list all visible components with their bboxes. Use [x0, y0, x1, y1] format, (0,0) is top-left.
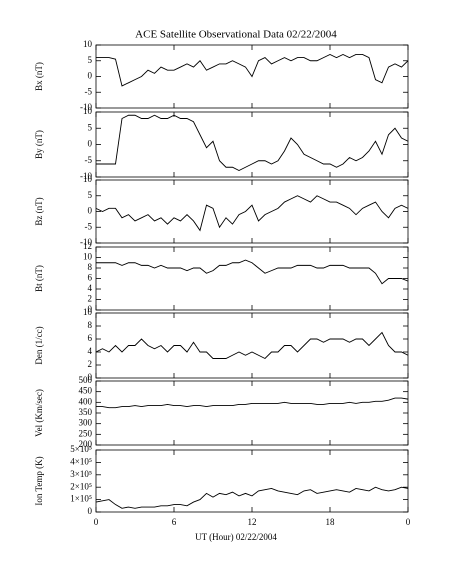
y-tick-label: -5 — [85, 86, 93, 96]
panel-frame — [95, 449, 409, 513]
y-tick-label: 200 — [79, 439, 93, 449]
y-axis-label: Den (1/cc) — [34, 326, 44, 364]
y-tick-label: 5 — [88, 190, 93, 200]
y-axis-label: Vel (Km/sec) — [34, 389, 44, 437]
x-axis-label: UT (Hour) 02/22/2004 — [195, 532, 277, 542]
y-tick-label: 2 — [88, 294, 93, 304]
y-tick-label: 8 — [88, 262, 93, 272]
y-tick-label: 0 — [88, 372, 93, 382]
x-tick-label: 0 — [94, 517, 99, 527]
y-tick-label: 300 — [79, 418, 93, 428]
data-line — [96, 397, 409, 409]
y-tick-label: 0 — [88, 506, 93, 516]
y-tick-label: 5×10⁵ — [70, 444, 92, 454]
y-tick-label: 4 — [88, 346, 93, 356]
y-tick-label: 4 — [88, 283, 93, 293]
y-tick-label: 350 — [79, 407, 93, 417]
chart-title: ACE Satellite Observational Data 02/22/2… — [135, 29, 337, 41]
y-tick-label: 1×10⁵ — [70, 494, 92, 504]
y-tick-label: -10 — [80, 237, 92, 247]
y-axis-label: Bz (nT) — [34, 197, 44, 225]
y-tick-label: 6 — [88, 333, 93, 343]
data-line — [95, 486, 409, 509]
data-line — [95, 195, 409, 232]
x-tick-label: 0 — [406, 517, 411, 527]
panel-frame — [95, 380, 409, 446]
y-tick-label: 500 — [79, 375, 93, 385]
y-tick-label: 6 — [88, 273, 93, 283]
y-tick-label: 12 — [83, 241, 92, 251]
y-tick-label: 3×10⁵ — [70, 469, 92, 479]
y-tick-label: 10 — [83, 174, 93, 184]
y-tick-label: 0 — [88, 304, 93, 314]
y-tick-label: 4×10⁵ — [70, 456, 92, 466]
data-line — [96, 114, 409, 172]
panel-frame — [95, 111, 409, 178]
y-axis-label: By (nT) — [34, 130, 44, 159]
data-line — [96, 259, 409, 285]
y-tick-label: 5 — [88, 55, 93, 65]
y-tick-label: -5 — [85, 221, 93, 231]
y-tick-label: 250 — [79, 428, 93, 438]
y-tick-label: 10 — [83, 252, 93, 262]
y-tick-label: 400 — [79, 396, 93, 406]
y-tick-label: 0 — [88, 139, 93, 149]
y-tick-label: -10 — [80, 171, 92, 181]
y-tick-label: 10 — [83, 307, 93, 317]
y-tick-label: 2×10⁵ — [70, 481, 92, 491]
y-axis-label: Ion Temp (K) — [34, 456, 44, 505]
y-tick-label: 8 — [88, 320, 93, 330]
x-tick-label: 6 — [172, 517, 177, 527]
y-tick-label: 0 — [88, 71, 93, 81]
y-tick-label: -10 — [80, 102, 92, 112]
x-tick-label: 18 — [326, 517, 336, 527]
y-tick-label: 10 — [83, 106, 93, 116]
data-line — [95, 331, 409, 360]
y-tick-label: 10 — [83, 39, 93, 49]
y-tick-label: 450 — [79, 386, 93, 396]
x-tick-label: 12 — [248, 517, 257, 527]
y-tick-label: -5 — [85, 155, 93, 165]
y-tick-label: 0 — [88, 206, 93, 216]
panel-frame — [95, 246, 409, 311]
data-line — [96, 53, 409, 87]
y-axis-label: Bx (nT) — [34, 62, 44, 91]
y-axis-label: Bt (nT) — [34, 265, 44, 292]
y-tick-label: 5 — [88, 122, 93, 132]
y-tick-label: 2 — [88, 359, 93, 369]
panel-frame — [95, 179, 409, 244]
panel-frame — [95, 312, 409, 379]
